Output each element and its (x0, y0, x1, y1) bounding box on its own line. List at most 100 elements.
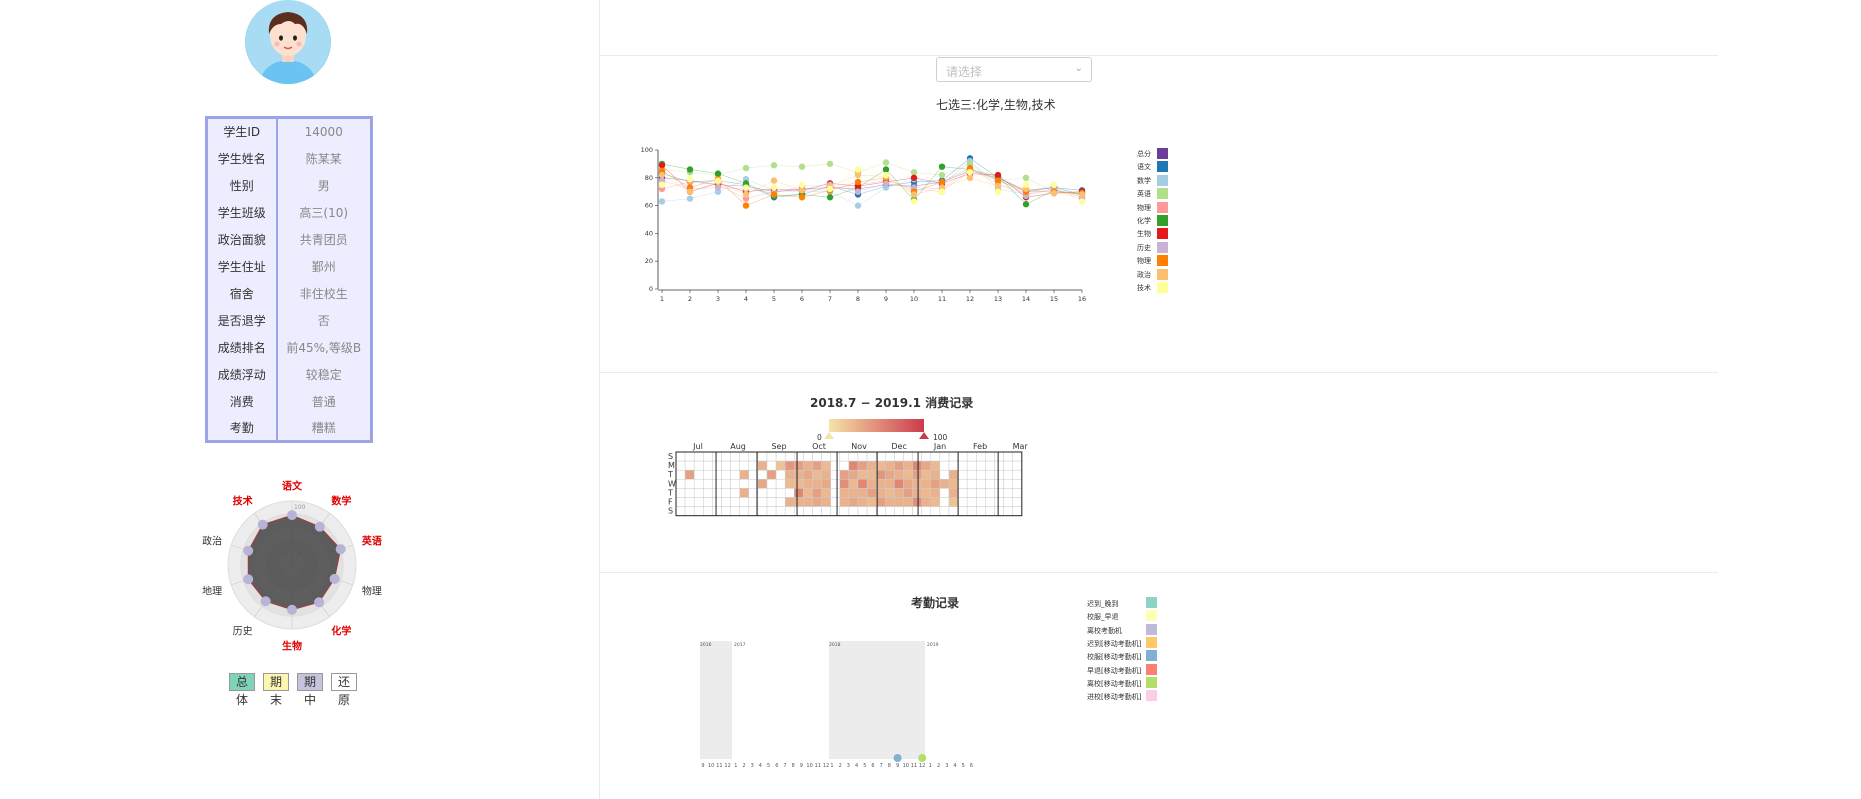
heat-cell (966, 451, 977, 462)
heat-cell (784, 506, 795, 516)
heat-cell (948, 497, 959, 507)
radar-point (335, 544, 346, 555)
heat-cell (866, 497, 877, 507)
x-tick-label: 7 (828, 295, 832, 303)
series-point (994, 177, 1002, 184)
radar-point (243, 545, 254, 556)
exam-filter-button[interactable]: 期中 (297, 673, 323, 709)
heat-cell (830, 479, 841, 489)
exam-filter-button-bottom: 体 (235, 693, 248, 707)
info-value: 鄞州 (311, 259, 336, 274)
heat-cell (985, 460, 995, 471)
info-row: 政治面貌 共青团员 (206, 225, 372, 253)
year-label: 2016 (700, 642, 712, 648)
heat-cell (784, 497, 795, 507)
heat-cell (1003, 488, 1013, 498)
heat-cell (1012, 488, 1023, 498)
exam-filter-button[interactable]: 还原 (331, 673, 357, 709)
series-point (658, 162, 666, 169)
month-tick-label: 6 (871, 763, 874, 769)
heat-cell (857, 460, 868, 471)
heat-cell (985, 506, 995, 516)
info-value: 共青团员 (299, 232, 348, 247)
month-tick-label: 7 (880, 763, 883, 769)
heat-cell (948, 469, 959, 480)
heat-cell (857, 451, 868, 462)
heat-cell (985, 488, 995, 498)
month-tick-label: 9 (701, 763, 704, 769)
heat-cell (939, 479, 950, 489)
heat-cell (957, 488, 968, 498)
exam-select[interactable]: 请选择 ⌄ (936, 57, 1092, 82)
month-tick-label: 12 (823, 763, 829, 769)
month-label: Sep (771, 442, 786, 451)
heat-cell (803, 460, 813, 471)
attendance-point (893, 754, 902, 762)
series-point (882, 180, 890, 187)
radar-axis-label: 数学 (331, 496, 352, 508)
series-point (854, 178, 862, 186)
month-label: Feb (973, 442, 987, 451)
day-label: M (668, 461, 675, 470)
heat-cell (766, 488, 777, 498)
series-point (938, 163, 946, 170)
heat-cell (848, 506, 859, 516)
series-point (994, 182, 1002, 190)
heat-cell (721, 451, 731, 462)
heat-cell (812, 460, 822, 471)
legend-swatch (1157, 148, 1168, 159)
heat-cell (885, 497, 895, 507)
x-tick-label: 2 (688, 295, 692, 303)
month-tick-label: 7 (783, 763, 786, 769)
exam-filter-button-top: 总 (229, 673, 255, 691)
heat-cell (803, 497, 813, 507)
heat-cell (757, 506, 768, 516)
month-tick-label: 3 (751, 763, 754, 769)
heat-cell (894, 488, 904, 498)
heat-cell (803, 479, 813, 489)
heat-cell (684, 497, 695, 507)
heat-cell (1012, 451, 1023, 462)
heat-cell (775, 479, 786, 489)
heat-cell (921, 479, 932, 489)
info-label: 学生姓名 (206, 144, 278, 172)
exam-filter-button[interactable]: 总体 (229, 673, 255, 709)
attendance-legend-swatch (1146, 623, 1157, 635)
heat-cell (866, 488, 877, 498)
heat-cell (766, 497, 777, 507)
heat-cell (1003, 497, 1013, 507)
exam-filter-button[interactable]: 期末 (263, 673, 289, 709)
series-point (854, 202, 862, 209)
heat-cell (866, 506, 877, 516)
heat-cell (721, 469, 731, 480)
heat-cell (894, 469, 904, 480)
score-chart-title: 七选三:化学,生物,技术 (936, 98, 1056, 112)
heat-cell (821, 479, 831, 489)
radar-point (287, 510, 297, 521)
info-row: 学生住址 鄞州 (206, 252, 372, 280)
heat-cell (830, 488, 841, 498)
radar-axis-label: 语文 (282, 481, 302, 493)
series-point (686, 195, 694, 202)
series-point (854, 188, 862, 195)
heat-cell (976, 488, 986, 498)
series-point (798, 187, 806, 194)
heat-cell (848, 497, 859, 507)
series-point (1022, 201, 1030, 208)
heat-cell (766, 460, 777, 471)
y-tick-label: 0 (649, 285, 653, 293)
legend-label: 政治 (1137, 270, 1151, 279)
month-label: Oct (812, 442, 826, 451)
series-line (661, 167, 1083, 206)
heat-cell (703, 451, 713, 462)
heat-cell (966, 469, 977, 480)
attendance-legend-swatch (1146, 650, 1157, 662)
exam-filter-button-bottom: 末 (269, 693, 282, 707)
heat-cell (966, 488, 977, 498)
heat-cell (684, 451, 695, 462)
day-label: T (667, 470, 673, 479)
heat-cell (712, 497, 722, 507)
series-line (661, 165, 1083, 198)
heat-cell (675, 460, 686, 471)
